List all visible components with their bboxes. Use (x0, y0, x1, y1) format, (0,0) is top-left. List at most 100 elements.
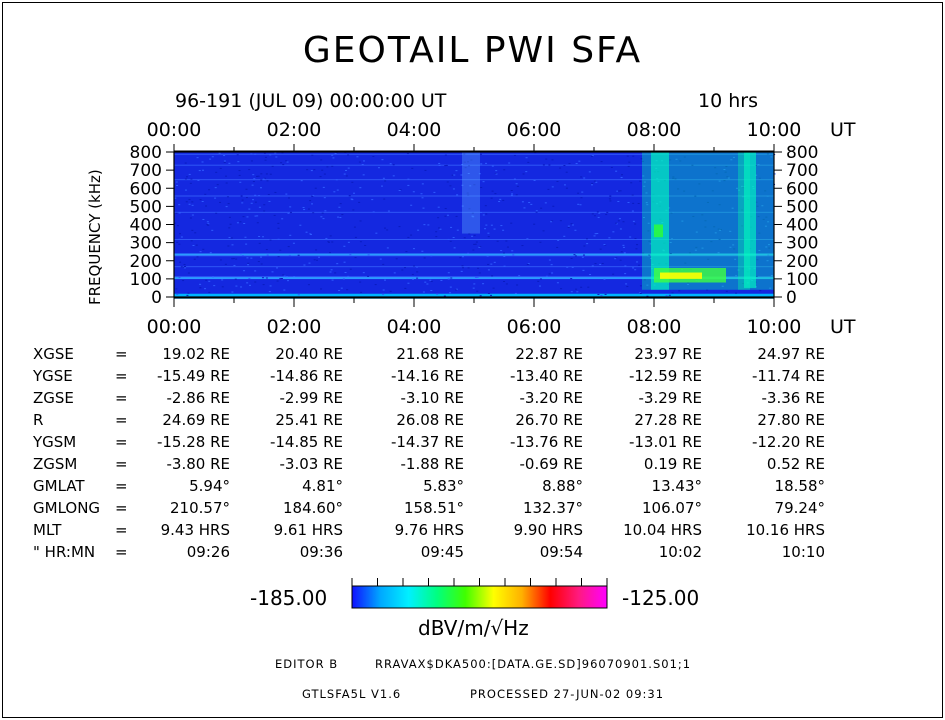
speckle-pixel (237, 161, 240, 163)
speckle-pixel (669, 253, 672, 255)
speckle-pixel (629, 236, 632, 238)
speckle-pixel (694, 195, 697, 197)
speckle-pixel (269, 173, 272, 175)
speckle-pixel (191, 214, 194, 216)
speckle-pixel (269, 154, 272, 156)
speckle-pixel (178, 238, 181, 240)
x-tick-label-bottom: 08:00 (627, 316, 682, 338)
speckle-pixel (447, 278, 450, 280)
speckle-pixel (588, 171, 591, 173)
speckle-pixel (443, 295, 446, 297)
speckle-pixel (619, 190, 622, 192)
speckle-pixel (672, 177, 675, 179)
speckle-pixel (474, 243, 477, 245)
speckle-pixel (770, 156, 773, 158)
speckle-pixel (490, 263, 493, 265)
speckle-pixel (261, 277, 264, 279)
speckle-pixel (258, 242, 261, 244)
speckle-pixel (449, 240, 452, 242)
speckle-pixel (320, 159, 323, 161)
speckle-pixel (755, 174, 758, 176)
ephemeris-value: 25.41 RE (275, 411, 343, 429)
speckle-pixel (189, 182, 192, 184)
speckle-pixel (591, 265, 594, 267)
speckle-pixel (577, 192, 580, 194)
speckle-pixel (670, 212, 673, 214)
speckle-pixel (626, 286, 629, 288)
speckle-pixel (624, 265, 627, 267)
speckle-pixel (259, 187, 262, 189)
speckle-pixel (766, 153, 769, 155)
interference-line (174, 164, 774, 166)
speckle-pixel (767, 254, 770, 256)
speckle-pixel (527, 263, 530, 265)
speckle-pixel (252, 181, 255, 183)
y-tick-label-left: 100 (130, 270, 162, 290)
speckle-pixel (757, 164, 760, 166)
speckle-pixel (260, 256, 263, 258)
speckle-pixel (596, 211, 599, 213)
ephemeris-value: 23.97 RE (634, 345, 702, 363)
emission-core (651, 152, 669, 290)
speckle-pixel (343, 261, 346, 263)
speckle-pixel (321, 212, 324, 214)
speckle-pixel (620, 174, 623, 176)
speckle-pixel (342, 278, 345, 280)
speckle-pixel (398, 226, 401, 228)
speckle-pixel (735, 275, 738, 277)
speckle-pixel (349, 268, 352, 270)
speckle-pixel (219, 201, 222, 203)
speckle-pixel (478, 272, 481, 274)
speckle-pixel (453, 174, 456, 176)
speckle-pixel (480, 186, 483, 188)
speckle-pixel (487, 292, 490, 294)
speckle-pixel (485, 213, 488, 215)
ephemeris-value: 18.58° (774, 477, 825, 495)
speckle-pixel (250, 202, 253, 204)
speckle-pixel (205, 279, 208, 281)
speckle-pixel (526, 238, 529, 240)
speckle-pixel (263, 177, 266, 179)
speckle-pixel (290, 211, 293, 213)
speckle-pixel (228, 162, 231, 164)
ephemeris-param-name: ZGSE (33, 389, 74, 407)
speckle-pixel (208, 280, 211, 282)
interference-line (174, 253, 774, 256)
speckle-pixel (299, 224, 302, 226)
speckle-pixel (695, 246, 698, 248)
y-tick-label-right: 500 (786, 197, 818, 217)
speckle-pixel (399, 189, 402, 191)
speckle-pixel (447, 272, 450, 274)
speckle-pixel (206, 224, 209, 226)
speckle-pixel (539, 241, 542, 243)
ephemeris-equals: = (115, 411, 128, 429)
ephemeris-value: -3.80 RE (166, 455, 230, 473)
speckle-pixel (183, 266, 186, 268)
speckle-pixel (755, 286, 758, 288)
speckle-pixel (620, 251, 623, 253)
speckle-pixel (279, 249, 282, 251)
speckle-pixel (473, 184, 476, 186)
speckle-pixel (199, 283, 202, 285)
speckle-pixel (671, 238, 674, 240)
speckle-pixel (191, 229, 194, 231)
speckle-pixel (463, 153, 466, 155)
speckle-pixel (548, 259, 551, 261)
speckle-pixel (718, 238, 721, 240)
speckle-pixel (404, 267, 407, 269)
speckle-pixel (212, 276, 215, 278)
speckle-pixel (485, 224, 488, 226)
speckle-pixel (609, 195, 612, 197)
speckle-pixel (338, 290, 341, 292)
speckle-pixel (268, 200, 271, 202)
x-tick-label-bottom: 06:00 (507, 316, 562, 338)
ephemeris-value: 24.97 RE (757, 345, 825, 363)
speckle-pixel (622, 244, 625, 246)
speckle-pixel (604, 293, 607, 295)
speckle-pixel (240, 195, 243, 197)
speckle-pixel (433, 191, 436, 193)
speckle-pixel (336, 189, 339, 191)
speckle-pixel (551, 186, 554, 188)
speckle-pixel (540, 207, 543, 209)
speckle-pixel (640, 158, 643, 160)
